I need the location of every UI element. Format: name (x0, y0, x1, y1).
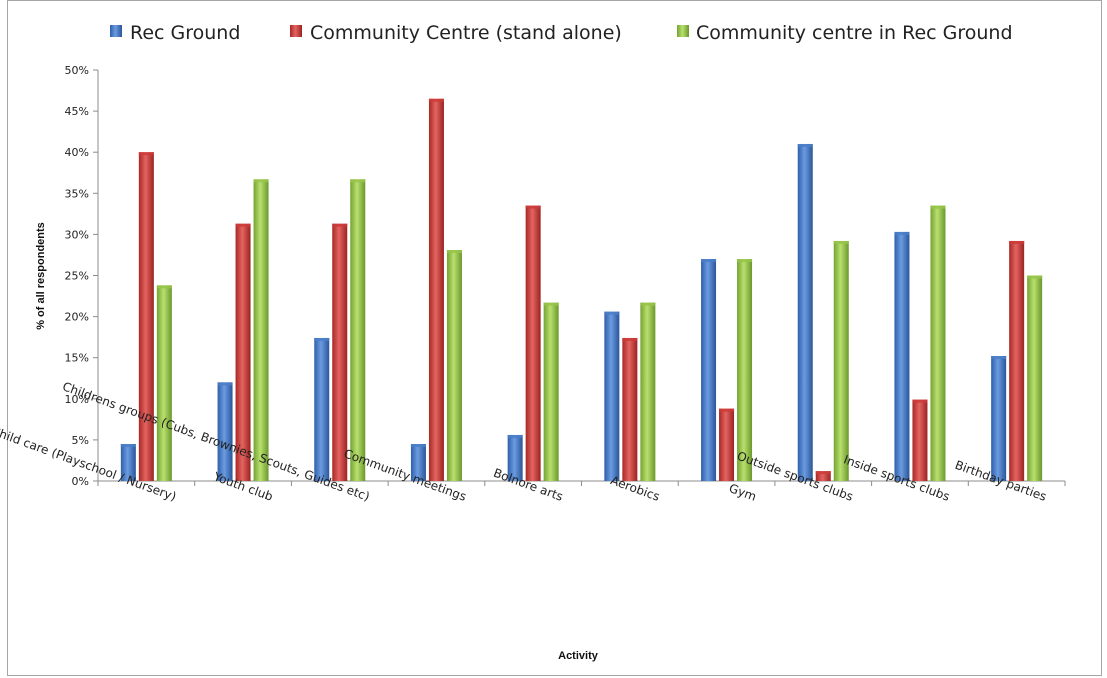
bar-cap (543, 302, 559, 306)
bar-cap (525, 205, 541, 209)
bar-cap (156, 285, 172, 289)
bar-community-centre-stand-alone (622, 337, 638, 481)
bar-community-centre-in-rec-ground (640, 302, 656, 481)
bar-rec-ground (991, 356, 1007, 481)
bar-community-centre-stand-alone (428, 98, 444, 482)
bar-cap (253, 179, 269, 183)
bar-cap (604, 311, 620, 315)
bar-rec-ground (701, 259, 717, 481)
y-tick-label: 40% (65, 146, 89, 159)
bar-cap (120, 444, 136, 448)
bar-cap (991, 356, 1007, 360)
bar-cap (410, 444, 426, 448)
bar-community-centre-stand-alone (138, 152, 154, 481)
bar-cap (507, 434, 523, 438)
y-tick-label: 25% (65, 270, 89, 283)
bar-rec-ground (604, 311, 620, 481)
bar-community-centre-in-rec-ground (253, 179, 269, 482)
y-tick-label: 0% (72, 475, 89, 488)
bar-community-centre-in-rec-ground (833, 240, 849, 481)
y-tick-label: 45% (65, 105, 89, 118)
bar-community-centre-stand-alone (815, 471, 831, 481)
bar-community-centre-stand-alone (912, 399, 928, 481)
y-tick-label: 30% (65, 228, 89, 241)
y-tick-label: 10% (65, 393, 89, 406)
y-axis-title: % of all respondents (35, 222, 47, 330)
category-label: Gym (727, 481, 758, 504)
legend-swatch-community-centre (290, 25, 302, 37)
bar-rec-ground (410, 444, 426, 481)
bar-community-centre-stand-alone (719, 408, 735, 481)
bar-cap (217, 382, 233, 386)
bar-community-centre-in-rec-ground (350, 179, 366, 482)
bar-community-centre-stand-alone (525, 205, 541, 481)
x-axis-title: Activity (558, 650, 599, 662)
bar-cap (640, 302, 656, 306)
bar-community-centre-in-rec-ground (543, 302, 559, 481)
bar-community-centre-stand-alone (332, 223, 348, 482)
y-tick-label: 15% (65, 352, 89, 365)
bar-rec-ground (894, 231, 910, 481)
bar-cap (1009, 240, 1025, 244)
y-tick-label: 5% (72, 434, 89, 447)
bar-cap (737, 259, 753, 263)
bar-rec-ground (217, 382, 233, 481)
bar-cap (1027, 275, 1043, 279)
bar-rec-ground (797, 143, 813, 482)
bar-community-centre-in-rec-ground (737, 259, 753, 481)
bar-community-centre-in-rec-ground (1027, 275, 1043, 481)
legend-label-community-centre: Community Centre (stand alone) (310, 22, 622, 44)
bar-cap (314, 337, 330, 341)
bar-cap (235, 223, 251, 227)
bar-cap (446, 250, 462, 254)
bar-cap (797, 143, 813, 147)
bar-cap (930, 205, 946, 209)
legend-label-community-centre-in-rec: Community centre in Rec Ground (696, 22, 1013, 44)
bar-rec-ground (120, 444, 136, 481)
bar-cap (815, 471, 831, 475)
bar-cap (428, 98, 444, 102)
bar-rec-ground (314, 337, 330, 481)
legend-swatch-rec-ground (110, 25, 122, 37)
legend: Rec Ground Community Centre (stand alone… (110, 22, 1013, 44)
legend-label-rec-ground: Rec Ground (130, 22, 240, 44)
bars (120, 98, 1043, 482)
bar-community-centre-in-rec-ground (446, 250, 462, 481)
y-tick-label: 20% (65, 311, 89, 324)
bar-community-centre-stand-alone (235, 223, 251, 482)
bar-cap (622, 337, 638, 341)
bar-cap (701, 259, 717, 263)
bar-cap (894, 231, 910, 235)
y-tick-label: 50% (65, 64, 89, 77)
bar-community-centre-in-rec-ground (156, 285, 172, 481)
bar-cap (332, 223, 348, 227)
bar-cap (833, 240, 849, 244)
bar-cap (719, 408, 735, 412)
bar-cap (912, 399, 928, 403)
y-tick-label: 35% (65, 187, 89, 200)
bar-cap (350, 179, 366, 183)
bar-community-centre-stand-alone (1009, 240, 1025, 481)
legend-swatch-community-centre-in-rec (677, 25, 689, 37)
bar-cap (138, 152, 154, 156)
bar-community-centre-in-rec-ground (930, 205, 946, 481)
bar-rec-ground (507, 434, 523, 481)
